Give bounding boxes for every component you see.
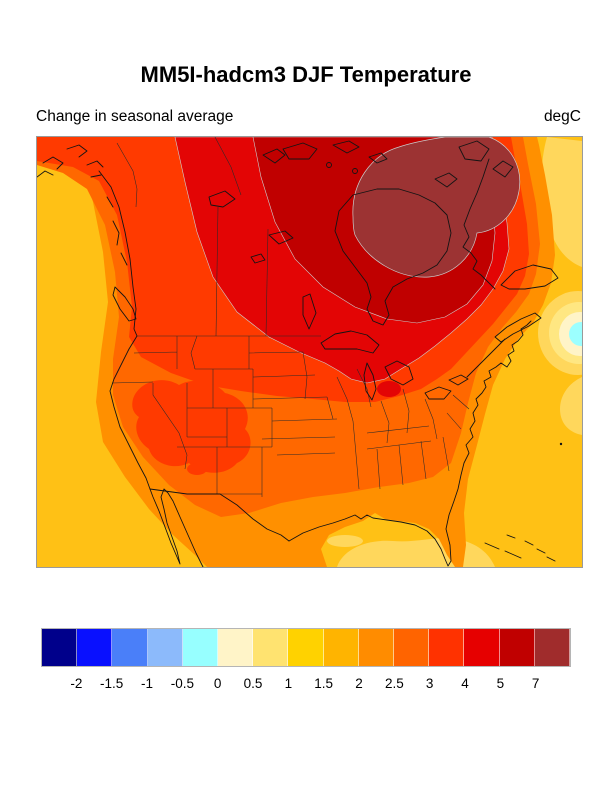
colorbar-tick-label: 1 [284,676,293,691]
fill-cold-spot [538,291,582,375]
colorbar-tick-label: 3 [425,676,434,691]
great-bear-lake [208,190,236,208]
cuba-bahamas [484,534,556,562]
southampton-island [434,172,458,188]
map-plot [36,136,583,568]
colorbar-tick-labels: -2 -1.5 -1 -0.5 0 0.5 1 1.5 2 2.5 3 4 5 7 [41,676,571,692]
colorbar-tick-label: -1 [140,676,154,691]
lake-athabasca [250,253,266,264]
colorbar-tick-label: 0 [213,676,222,691]
lake-winnipeg [302,293,317,330]
colorbar-tick-label: -1.5 [100,676,124,691]
lake-superior [320,330,380,354]
colorbar-tick-label: 0.5 [243,676,263,691]
colorbar-cell [323,629,359,666]
bc-islands [106,196,128,266]
lake-ontario [448,374,469,386]
st-lawrence [466,338,506,378]
colorbar-cell [112,629,148,666]
subtitle-row: Change in seasonal average degC [36,108,581,126]
arctic-islet-2 [352,168,358,174]
colorbar-tick-label: 2 [355,676,363,691]
colorbar-cell [42,629,78,666]
bermuda-dot [559,442,563,446]
colorbar-cell [147,629,183,666]
gulf-atlantic-coast [288,320,532,567]
colorbar-tick-label: -2 [70,676,83,691]
lake-erie [424,386,452,400]
colorbar-cell [253,629,289,666]
colorbar [41,628,571,667]
colorbar-cell [358,629,395,666]
lake-michigan [363,362,377,401]
colorbar-tick-label: 5 [496,676,505,691]
arctic-islet-1 [326,162,332,168]
contour-fills [37,137,582,567]
newfoundland [500,264,559,290]
figure-title: MM5I-hadcm3 DJF Temperature [140,62,472,87]
labrador-coast [462,158,496,290]
colorbar-cell [499,629,535,666]
colorbar-cell [394,629,430,666]
colorbar-cell [77,629,113,666]
colorbar-tick-label: 2.5 [384,676,404,691]
fill-brick [352,137,521,278]
vancouver-island [112,286,137,322]
colorbar-cell [534,629,571,666]
units-label: degC [543,108,581,125]
great-slave-lake [268,230,294,245]
colorbar-cell [182,629,219,666]
hudson-bay [334,188,452,326]
colorbar-tick-label: -0.5 [170,676,194,691]
coastline-paths [37,140,563,567]
colorbar-cell [429,629,465,666]
alaska-islands [37,144,104,178]
colorbar-cell [464,629,500,666]
colorbar-tick-label: 1.5 [314,676,334,691]
colorbar-cell [218,629,254,666]
lake-huron [384,360,414,386]
colorbar-tick-label: 7 [531,676,540,691]
state-border-paths [111,137,470,497]
colorbar-tick-label: 4 [461,676,469,691]
us-mexico-border [149,488,290,542]
colorbar-cell [288,629,324,666]
contour-map-canvas [37,137,582,567]
subtitle-left: Change in seasonal average [36,108,234,125]
arctic-islands [262,140,514,178]
